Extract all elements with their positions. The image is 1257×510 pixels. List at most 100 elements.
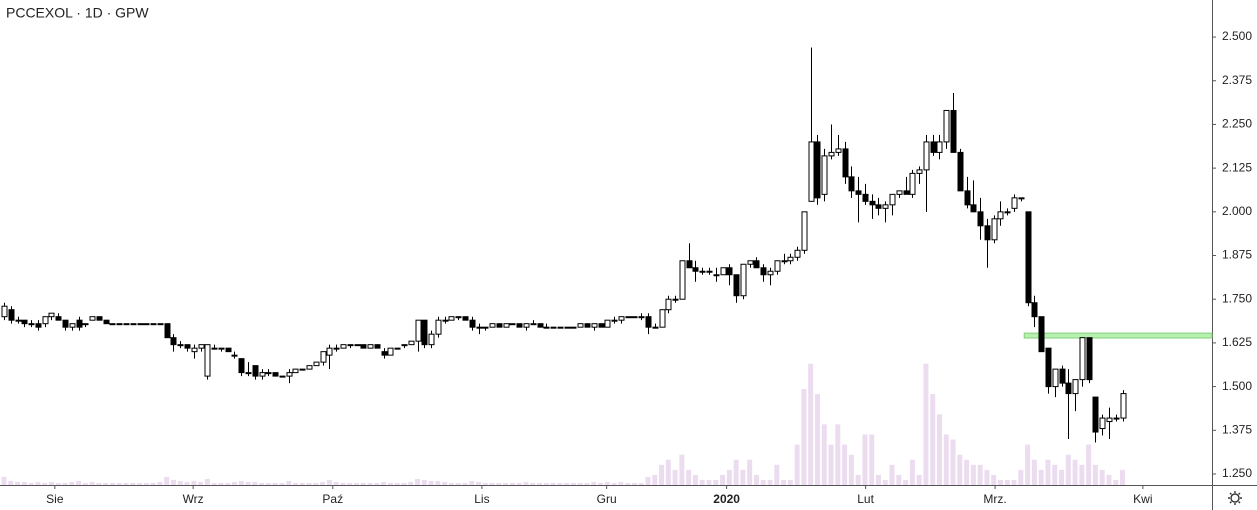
candle-body	[760, 267, 767, 276]
volume-bar	[1106, 474, 1112, 485]
volume-bar	[530, 482, 536, 485]
volume-bar	[1011, 479, 1017, 485]
volume-bar	[150, 482, 156, 485]
candle-body	[896, 190, 903, 195]
candle-body	[625, 316, 632, 319]
volume-bar	[950, 439, 956, 485]
candle-body	[1004, 211, 1011, 214]
volume-bar	[428, 480, 434, 485]
volume-bar	[340, 482, 346, 485]
candle-body	[109, 323, 116, 326]
volume-bar	[455, 482, 461, 485]
candle-body	[82, 323, 89, 326]
candle-body	[523, 323, 530, 328]
candle-body	[577, 323, 584, 328]
volume-bar	[1018, 469, 1024, 485]
volume-bar	[516, 482, 522, 485]
candle-body	[374, 344, 381, 349]
volume-bar	[489, 482, 495, 485]
volume-bar	[320, 481, 326, 485]
candle-body	[123, 323, 130, 326]
candle-body	[733, 274, 740, 297]
candle-body	[659, 309, 666, 328]
volume-bar	[679, 454, 685, 485]
volume-bar	[184, 481, 190, 485]
volume-bar	[604, 481, 610, 485]
candle-body	[686, 260, 693, 269]
candle-body	[747, 260, 754, 265]
volume-bar	[96, 482, 102, 485]
volume-bar	[333, 481, 339, 485]
volume-bar	[421, 479, 427, 485]
candle-body	[157, 323, 164, 326]
volume-bar	[8, 480, 14, 485]
volume-bar	[374, 482, 380, 485]
volume-bar	[726, 469, 732, 485]
y-tick-label: 2.500	[1222, 29, 1252, 43]
candle-body	[991, 218, 998, 241]
candle-body	[462, 316, 469, 321]
volume-bar	[923, 363, 929, 485]
candle-body	[184, 344, 191, 349]
candle-body	[1052, 368, 1059, 388]
volume-bar	[645, 476, 651, 485]
volume-bar	[625, 482, 631, 485]
volume-bar	[692, 474, 698, 485]
candle-body	[875, 204, 882, 209]
volume-bar	[89, 481, 95, 485]
volume-bar	[1065, 454, 1071, 485]
volume-bar	[672, 469, 678, 485]
candle-body	[421, 319, 428, 346]
volume-bar	[204, 478, 210, 485]
candle-body	[889, 193, 896, 206]
volume-bar	[462, 482, 468, 485]
x-tick-label: Mrz.	[983, 492, 1006, 506]
candle-body	[862, 193, 869, 202]
volume-bar	[618, 481, 624, 485]
volume-bar	[76, 480, 82, 485]
candle-body	[35, 323, 42, 328]
volume-bar	[313, 482, 319, 485]
volume-bar	[808, 363, 814, 485]
candle-body	[767, 270, 774, 276]
volume-bar	[665, 459, 671, 485]
volume-bar	[1025, 444, 1031, 485]
volume-bar	[977, 464, 983, 485]
settings-icon[interactable]	[1228, 491, 1242, 505]
candle-body	[543, 326, 550, 329]
candle-body	[530, 323, 537, 326]
candle-body	[509, 323, 516, 326]
volume-bar	[1072, 459, 1078, 485]
volume-bar	[476, 481, 482, 485]
candle-body	[198, 344, 205, 349]
candle-body	[699, 270, 706, 273]
candle-body	[326, 347, 333, 356]
candle-body	[442, 319, 449, 322]
volume-bar	[326, 479, 332, 485]
volume-bar	[828, 444, 834, 485]
volume-bar	[997, 479, 1003, 485]
candle-body	[279, 375, 286, 378]
y-tick-label: 2.125	[1222, 160, 1252, 174]
volume-bar	[442, 481, 448, 485]
candle-body	[618, 316, 625, 321]
candle-body	[21, 319, 28, 325]
candle-body	[69, 323, 76, 328]
candle-body	[1120, 393, 1127, 419]
volume-bar	[1092, 464, 1098, 485]
candle-body	[143, 323, 150, 326]
candle-body	[347, 344, 354, 347]
candle-body	[550, 326, 557, 329]
candle-body	[930, 141, 937, 153]
volume-bar	[564, 482, 570, 485]
volume-bar	[1079, 464, 1085, 485]
volume-bar	[842, 444, 848, 485]
volume-bar	[482, 482, 488, 485]
volume-bar	[875, 474, 881, 485]
volume-bar	[889, 464, 895, 485]
volume-bar	[231, 481, 237, 485]
volume-bar	[957, 454, 963, 485]
candle-body	[516, 323, 523, 328]
candle-body	[103, 319, 110, 325]
